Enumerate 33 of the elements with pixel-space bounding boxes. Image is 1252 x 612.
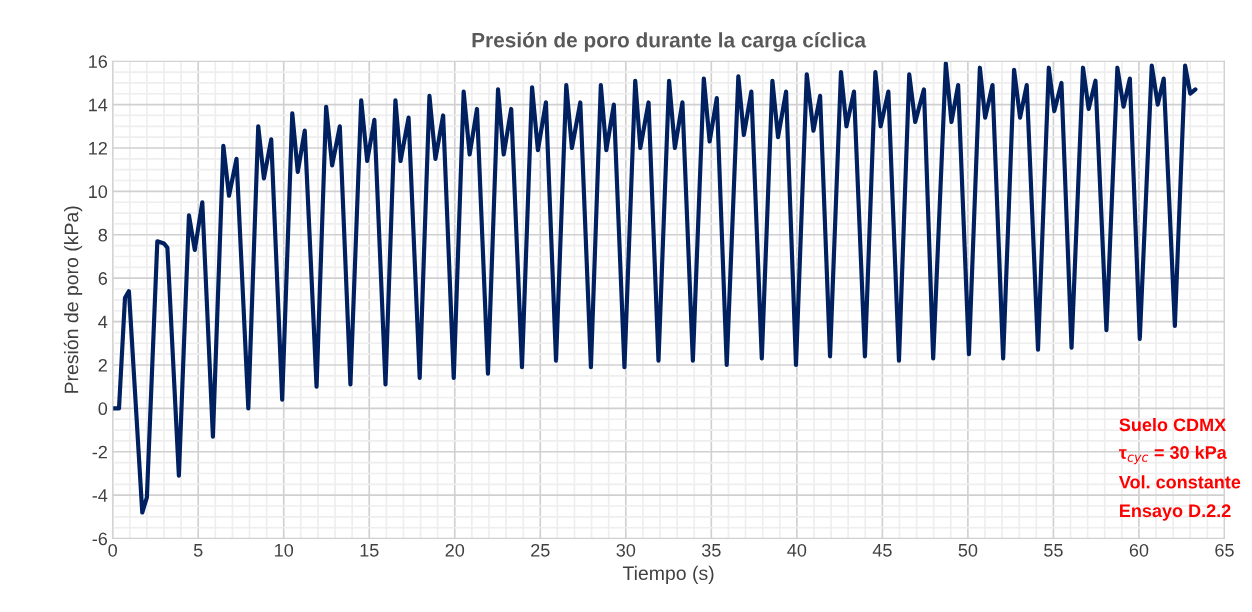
- x-tick-label: 40: [787, 543, 807, 557]
- y-tick-label: 2: [98, 358, 107, 372]
- chart-title: Presión de poro durante la carga cíclica: [472, 32, 867, 52]
- y-axis-title: Presión de poro (kPa): [63, 206, 83, 393]
- y-tick-label: 10: [89, 185, 108, 199]
- y-tick-label: 8: [98, 228, 108, 242]
- x-tick-label: 35: [701, 543, 721, 557]
- annotation: τ$_{cyc}$ = 30 kPa: [1119, 445, 1227, 465]
- y-tick-label: 16: [89, 55, 108, 68]
- x-tick-label: 20: [445, 543, 465, 557]
- x-tick-label: 50: [958, 543, 978, 557]
- y-tick-label: -6: [92, 532, 108, 546]
- x-tick-label: 45: [872, 544, 892, 557]
- annotation: Suelo CDMX: [1119, 417, 1227, 432]
- x-tick-label: 5: [193, 544, 203, 557]
- x-tick-label: 15: [360, 544, 379, 557]
- annotation: Vol. constante: [1118, 475, 1241, 489]
- x-axis-title: Tiempo (s): [622, 565, 714, 584]
- x-tick-label: 30: [616, 543, 636, 557]
- x-tick-label: 65: [1215, 543, 1234, 557]
- x-tick-label: 10: [275, 543, 294, 557]
- y-tick-label: 4: [98, 315, 108, 329]
- y-tick-label: 14: [89, 98, 108, 112]
- x-tick-label: 60: [1129, 543, 1149, 557]
- y-tick-label: -2: [92, 445, 107, 459]
- y-tick-label: 12: [89, 141, 107, 155]
- y-tick-label: -4: [92, 489, 108, 502]
- y-tick-label: 6: [98, 272, 108, 285]
- x-tick-label: 55: [1044, 544, 1063, 557]
- annotation: Ensayo D.2.2: [1120, 504, 1231, 521]
- y-tick-label: 0: [98, 402, 108, 416]
- x-tick-label: 0: [108, 543, 117, 557]
- x-tick-label: 25: [531, 543, 550, 557]
